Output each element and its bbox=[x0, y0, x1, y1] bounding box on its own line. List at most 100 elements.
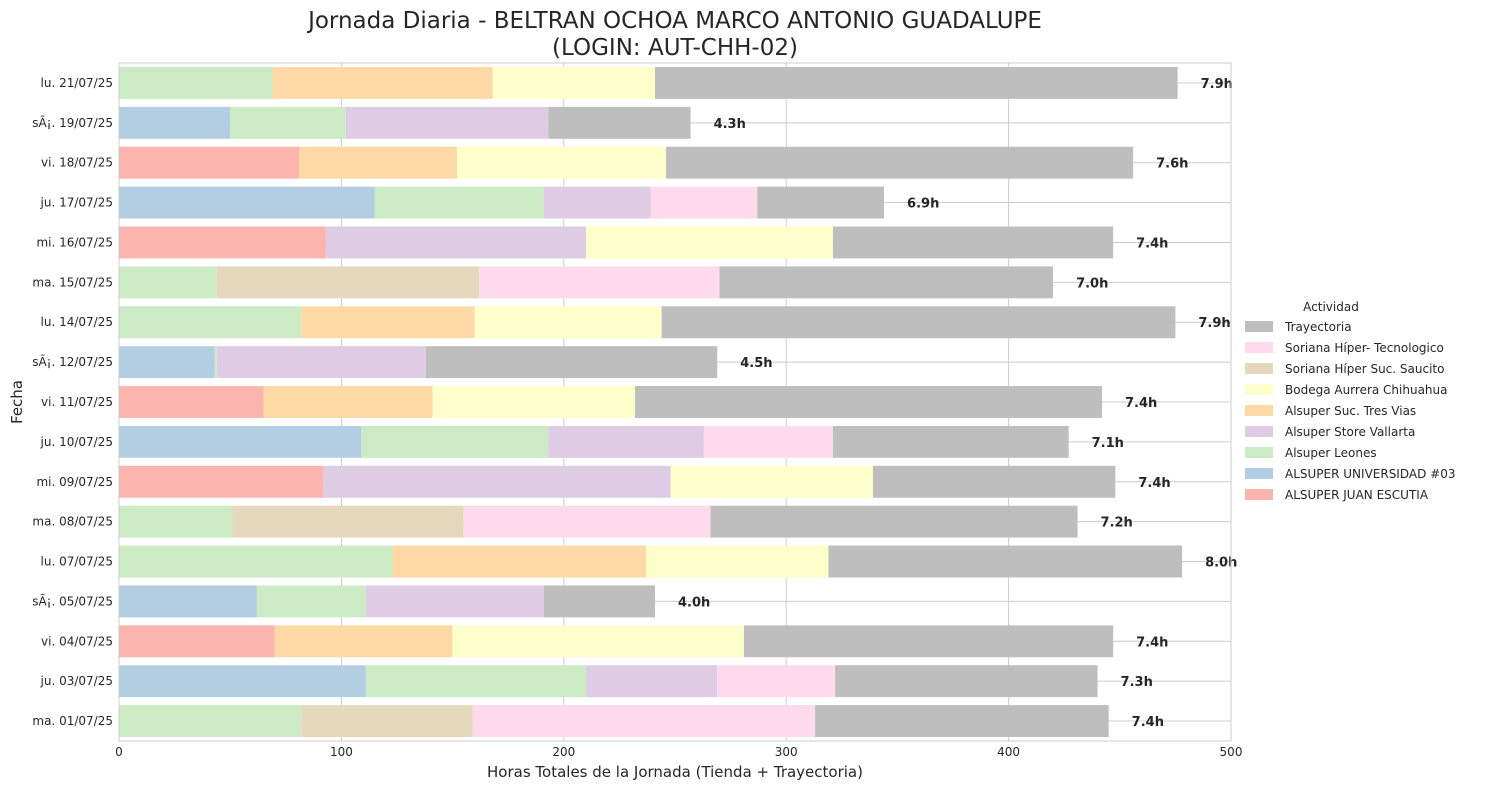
legend-label: Alsuper Leones bbox=[1285, 446, 1377, 460]
y-tick-label: ma. 08/07/25 bbox=[32, 515, 113, 529]
x-tick-label: 0 bbox=[115, 745, 123, 759]
bar-segment bbox=[717, 665, 836, 698]
legend-label: ALSUPER UNIVERSIDAD #03 bbox=[1285, 467, 1455, 481]
legend-swatch bbox=[1245, 489, 1273, 500]
bar-segment bbox=[548, 425, 704, 458]
bar-segment bbox=[463, 505, 711, 538]
x-tick-layer: 0 100 200 300 400 500 bbox=[115, 745, 1242, 759]
y-tick-label: vi. 04/07/25 bbox=[41, 634, 113, 648]
y-tick-label: vi. 18/07/25 bbox=[41, 156, 113, 170]
bar-segment bbox=[650, 186, 758, 219]
y-tick-label: sÃ¡. 05/07/25 bbox=[32, 593, 113, 608]
y-tick-label: lu. 14/07/25 bbox=[41, 315, 113, 329]
legend-swatch bbox=[1245, 363, 1273, 374]
bar-layer bbox=[119, 66, 1183, 738]
plot-frame bbox=[118, 62, 1232, 742]
legend-label: ALSUPER JUAN ESCUTIA bbox=[1285, 488, 1429, 502]
bar-segment bbox=[479, 266, 720, 299]
legend-swatch bbox=[1245, 468, 1273, 479]
bar-segment bbox=[757, 186, 885, 219]
bar-segment bbox=[492, 66, 655, 99]
total-hours-label: 7.1h bbox=[1092, 436, 1124, 451]
bar-segment bbox=[232, 505, 464, 538]
bar-segment bbox=[832, 425, 1069, 458]
bar-segment bbox=[815, 705, 1109, 738]
y-tick-label: lu. 07/07/25 bbox=[41, 555, 113, 569]
y-tick-label: ju. 03/07/25 bbox=[40, 674, 113, 688]
bar-segment bbox=[703, 425, 833, 458]
total-label-layer: 7.9h 4.3h 7.6h 6.9h 7.4h 7.0h 7.9h 4.5h 7.4h 7.1h… bbox=[678, 77, 1237, 730]
legend: Actividad Trayectoria Soriana Híper- Tecn… bbox=[1245, 300, 1455, 502]
bar-segment bbox=[119, 346, 215, 379]
y-tick-label: sÃ¡. 19/07/25 bbox=[32, 115, 113, 130]
bar-segment bbox=[119, 106, 231, 139]
total-hours-label: 4.3h bbox=[714, 117, 746, 132]
y-tick-label: ju. 17/07/25 bbox=[40, 196, 113, 210]
legend-swatch bbox=[1245, 405, 1273, 416]
bar-segment bbox=[452, 625, 744, 658]
total-hours-label: 7.4h bbox=[1132, 715, 1164, 730]
y-tick-label: mi. 16/07/25 bbox=[36, 235, 113, 249]
bar-segment bbox=[301, 705, 473, 738]
bar-segment bbox=[119, 705, 302, 738]
chart-subtitle: (LOGIN: AUT-CHH-02) bbox=[552, 35, 798, 61]
legend-swatch bbox=[1245, 342, 1273, 353]
legend-label: Alsuper Store Vallarta bbox=[1285, 425, 1415, 439]
total-hours-label: 7.9h bbox=[1198, 316, 1230, 331]
legend-title: Actividad bbox=[1303, 300, 1359, 314]
y-tick-label: lu. 21/07/25 bbox=[41, 76, 113, 90]
total-hours-label: 7.0h bbox=[1076, 276, 1108, 291]
bar-segment bbox=[828, 545, 1183, 578]
bar-segment bbox=[119, 226, 326, 259]
bar-segment bbox=[543, 186, 651, 219]
bar-segment bbox=[646, 545, 829, 578]
bar-segment bbox=[374, 186, 544, 219]
bar-segment bbox=[432, 386, 635, 418]
x-axis-label: Horas Totales de la Jornada (Tienda + Tr… bbox=[487, 763, 863, 781]
total-hours-label: 7.9h bbox=[1201, 77, 1233, 92]
bar-segment bbox=[654, 66, 1178, 99]
x-tick-label: 100 bbox=[330, 745, 353, 759]
chart-title: Jornada Diaria - BELTRAN OCHOA MARCO ANT… bbox=[306, 8, 1042, 34]
bar-segment bbox=[872, 465, 1116, 498]
bar-segment bbox=[216, 346, 426, 379]
legend-label: Alsuper Suc. Tres Vias bbox=[1285, 404, 1416, 418]
y-tick-label: ma. 15/07/25 bbox=[32, 275, 113, 289]
bar-segment bbox=[119, 505, 233, 538]
bar-segment bbox=[548, 106, 691, 139]
bar-segment bbox=[743, 625, 1114, 658]
total-hours-label: 7.4h bbox=[1136, 635, 1168, 650]
bar-segment bbox=[119, 425, 362, 458]
bar-segment bbox=[543, 585, 655, 618]
bar-segment bbox=[119, 146, 300, 179]
bar-segment bbox=[325, 226, 587, 259]
bar-segment bbox=[119, 386, 264, 418]
x-tick-label: 200 bbox=[552, 745, 575, 759]
y-tick-label: mi. 09/07/25 bbox=[36, 475, 113, 489]
y-tick-label: ma. 01/07/25 bbox=[32, 714, 113, 728]
total-hours-label: 7.2h bbox=[1101, 516, 1133, 531]
legend-label: Bodega Aurrera Chihuahua bbox=[1285, 383, 1448, 397]
legend-swatch bbox=[1245, 321, 1273, 332]
bar-segment bbox=[345, 106, 549, 139]
y-axis-label: Fecha bbox=[8, 380, 26, 424]
bar-segment bbox=[216, 266, 480, 299]
y-tick-layer: lu. 21/07/25 sÃ¡. 19/07/25 vi. 18/07/25 ju.… bbox=[32, 76, 113, 728]
bar-segment bbox=[392, 545, 647, 578]
total-hours-label: 7.4h bbox=[1136, 236, 1168, 251]
bar-segment bbox=[661, 306, 1176, 339]
bar-segment bbox=[365, 665, 587, 698]
legend-swatch bbox=[1245, 384, 1273, 395]
total-hours-label: 7.3h bbox=[1121, 675, 1153, 690]
bar-segment bbox=[299, 146, 458, 179]
bar-segment bbox=[323, 465, 671, 498]
x-tick-label: 500 bbox=[1220, 745, 1243, 759]
total-hours-label: 8.0h bbox=[1205, 556, 1237, 571]
total-hours-label: 6.9h bbox=[907, 197, 939, 212]
bar-segment bbox=[710, 505, 1078, 538]
total-hours-label: 7.4h bbox=[1138, 476, 1170, 491]
bar-segment bbox=[119, 665, 366, 698]
bar-segment bbox=[586, 665, 718, 698]
legend-label: Soriana Híper Suc. Saucito bbox=[1285, 362, 1444, 376]
